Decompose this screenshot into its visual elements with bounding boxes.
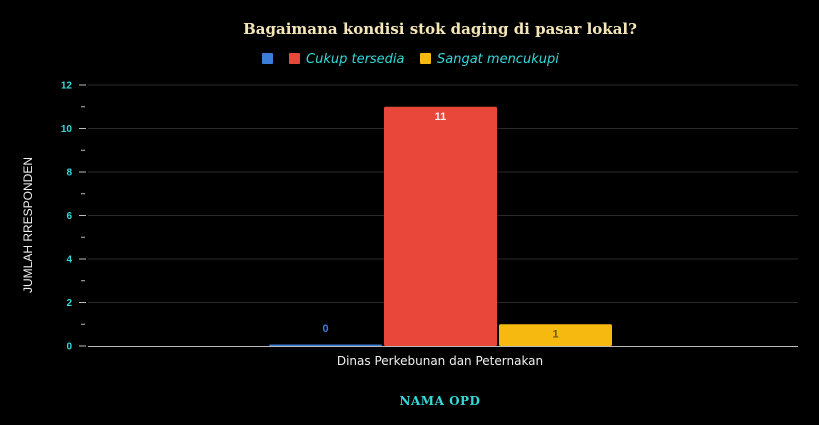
y-tick-label: 2 (66, 298, 72, 309)
legend-swatch[interactable] (289, 53, 300, 64)
y-tick-label: 12 (61, 81, 73, 92)
chart-title: Bagaimana kondisi stok daging di pasar l… (243, 20, 637, 38)
data-label: 11 (435, 111, 447, 123)
y-axis: 0 2 4 6 8 10 12 (61, 81, 86, 353)
legend-label[interactable]: Cukup tersedia (306, 52, 405, 67)
x-category-label: Dinas Perkebunan dan Peternakan (337, 354, 543, 368)
y-tick-label: 6 (66, 211, 72, 222)
x-axis-categories: Dinas Perkebunan dan Peternakan (337, 354, 543, 368)
y-axis-title: JUMLAH RRESPONDEN (21, 157, 35, 293)
y-tick-label: 4 (66, 255, 72, 266)
y-tick-label: 0 (66, 342, 72, 353)
bars (269, 106, 612, 346)
legend-label[interactable]: Sangat mencukupi (437, 52, 559, 67)
y-tick-label: 8 (66, 168, 72, 179)
bar (499, 324, 612, 346)
x-axis-title: NAMA OPD (400, 394, 481, 408)
bar (384, 106, 497, 346)
data-label: 1 (552, 328, 558, 340)
data-label: 0 (322, 323, 328, 335)
bar (269, 344, 382, 346)
legend: Cukup tersedia Sangat mencukupi (262, 52, 559, 67)
legend-swatch[interactable] (262, 53, 273, 64)
legend-swatch[interactable] (420, 53, 431, 64)
y-tick-label: 10 (61, 124, 73, 135)
